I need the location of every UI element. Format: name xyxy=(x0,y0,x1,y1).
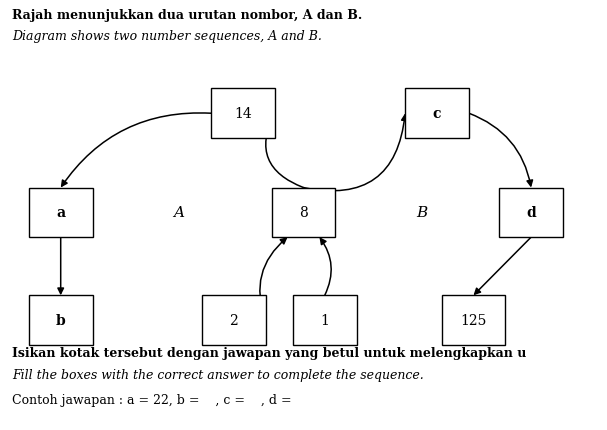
FancyBboxPatch shape xyxy=(202,296,266,345)
FancyBboxPatch shape xyxy=(29,296,92,345)
FancyBboxPatch shape xyxy=(272,188,335,237)
Text: Fill the boxes with the correct answer to complete the sequence.: Fill the boxes with the correct answer t… xyxy=(12,368,424,381)
Text: c: c xyxy=(433,107,441,121)
Text: a: a xyxy=(56,206,66,220)
Text: 14: 14 xyxy=(234,107,252,121)
Text: B: B xyxy=(416,206,427,220)
FancyBboxPatch shape xyxy=(211,89,274,138)
Text: b: b xyxy=(56,313,66,327)
FancyBboxPatch shape xyxy=(29,188,92,237)
Text: A: A xyxy=(174,206,185,220)
Text: 125: 125 xyxy=(460,313,487,327)
FancyBboxPatch shape xyxy=(405,89,469,138)
Text: Isikan kotak tersebut dengan jawapan yang betul untuk melengkapkan u: Isikan kotak tersebut dengan jawapan yan… xyxy=(12,346,526,359)
FancyBboxPatch shape xyxy=(442,296,505,345)
Text: 2: 2 xyxy=(229,313,238,327)
Text: Rajah menunjukkan dua urutan nombor, A dan B.: Rajah menunjukkan dua urutan nombor, A d… xyxy=(12,9,362,22)
FancyBboxPatch shape xyxy=(293,296,357,345)
Text: d: d xyxy=(526,206,536,220)
FancyBboxPatch shape xyxy=(499,188,563,237)
Text: 1: 1 xyxy=(320,313,329,327)
Text: Diagram shows two number sequences, A and B.: Diagram shows two number sequences, A an… xyxy=(12,30,322,43)
Text: 8: 8 xyxy=(299,206,308,220)
Text: Contoh jawapan : a = 22, b =    , c =    , d =: Contoh jawapan : a = 22, b = , c = , d = xyxy=(12,393,292,406)
